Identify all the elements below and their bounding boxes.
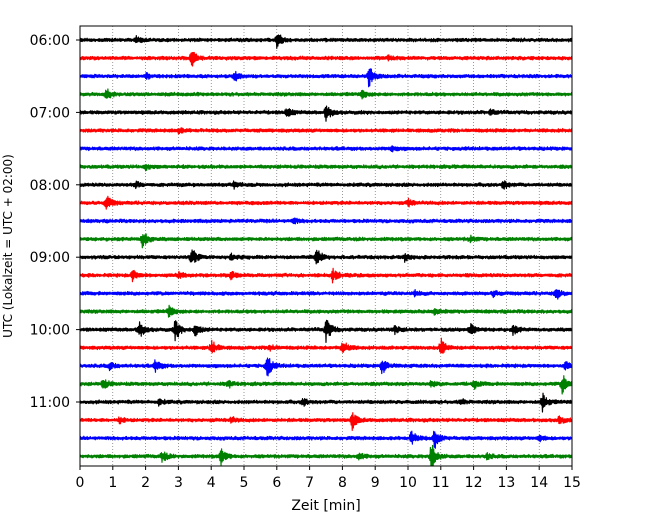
plot-border xyxy=(79,25,573,467)
x-tick-label: 0 xyxy=(76,475,85,491)
trace-row-11 xyxy=(79,233,573,249)
trace-row-21 xyxy=(79,412,573,431)
trace-row-6 xyxy=(79,145,573,153)
trace-row-3 xyxy=(79,88,573,100)
x-tick-label: 2 xyxy=(141,475,150,491)
x-tick-label: 3 xyxy=(174,475,183,491)
x-tick-label: 12 xyxy=(465,475,483,491)
trace-row-14 xyxy=(79,288,573,300)
x-tick-label: 11 xyxy=(432,475,450,491)
x-tick-label: 9 xyxy=(371,475,380,491)
grid xyxy=(112,26,540,466)
x-tick-label: 6 xyxy=(272,475,281,491)
trace-row-7 xyxy=(79,163,573,172)
x-tick-label: 14 xyxy=(530,475,548,491)
trace-row-4 xyxy=(79,105,573,122)
trace-row-2 xyxy=(79,68,573,88)
trace-row-0 xyxy=(79,34,573,50)
y-tick-label: 11:00 xyxy=(30,395,70,411)
x-tick-label: 5 xyxy=(240,475,249,491)
y-tick-label: 06:00 xyxy=(30,33,70,49)
trace-row-15 xyxy=(79,304,573,318)
x-tick-label: 13 xyxy=(497,475,515,491)
x-tick-label: 7 xyxy=(305,475,314,491)
trace-row-23 xyxy=(79,444,573,467)
y-tick-label: 07:00 xyxy=(30,105,70,121)
plot-frame xyxy=(80,26,572,466)
x-axis-title: Zeit [min] xyxy=(291,498,360,514)
trace-row-1 xyxy=(79,51,573,67)
trace-row-9 xyxy=(79,195,573,210)
x-tick-label: 10 xyxy=(399,475,417,491)
trace-row-13 xyxy=(79,267,573,284)
trace-row-8 xyxy=(79,180,573,190)
traces xyxy=(79,34,573,467)
trace-row-17 xyxy=(79,337,573,354)
trace-row-19 xyxy=(79,375,573,395)
trace-row-22 xyxy=(79,430,573,449)
x-tick-label: 15 xyxy=(563,475,581,491)
x-tick-label: 1 xyxy=(108,475,117,491)
x-tick-label: 8 xyxy=(338,475,347,491)
y-axis: 06:00 07:00 08:00 09:00 10:00 11:00 xyxy=(30,33,80,411)
trace-row-20 xyxy=(79,392,573,413)
y-tick-label: 08:00 xyxy=(30,178,70,194)
x-tick-label: 4 xyxy=(207,475,216,491)
trace-row-18 xyxy=(79,357,573,377)
trace-row-12 xyxy=(79,249,573,265)
y-tick-label: 10:00 xyxy=(30,323,70,339)
trace-row-5 xyxy=(79,127,573,135)
y-axis-title: UTC (Lokalzeit = UTC + 02:00) xyxy=(1,154,15,338)
y-tick-label: 09:00 xyxy=(30,250,70,266)
trace-row-16 xyxy=(79,319,573,343)
x-axis: 0 1 2 3 4 5 6 7 8 9 10 11 12 13 14 15 xyxy=(76,466,581,491)
trace-row-10 xyxy=(79,217,573,225)
